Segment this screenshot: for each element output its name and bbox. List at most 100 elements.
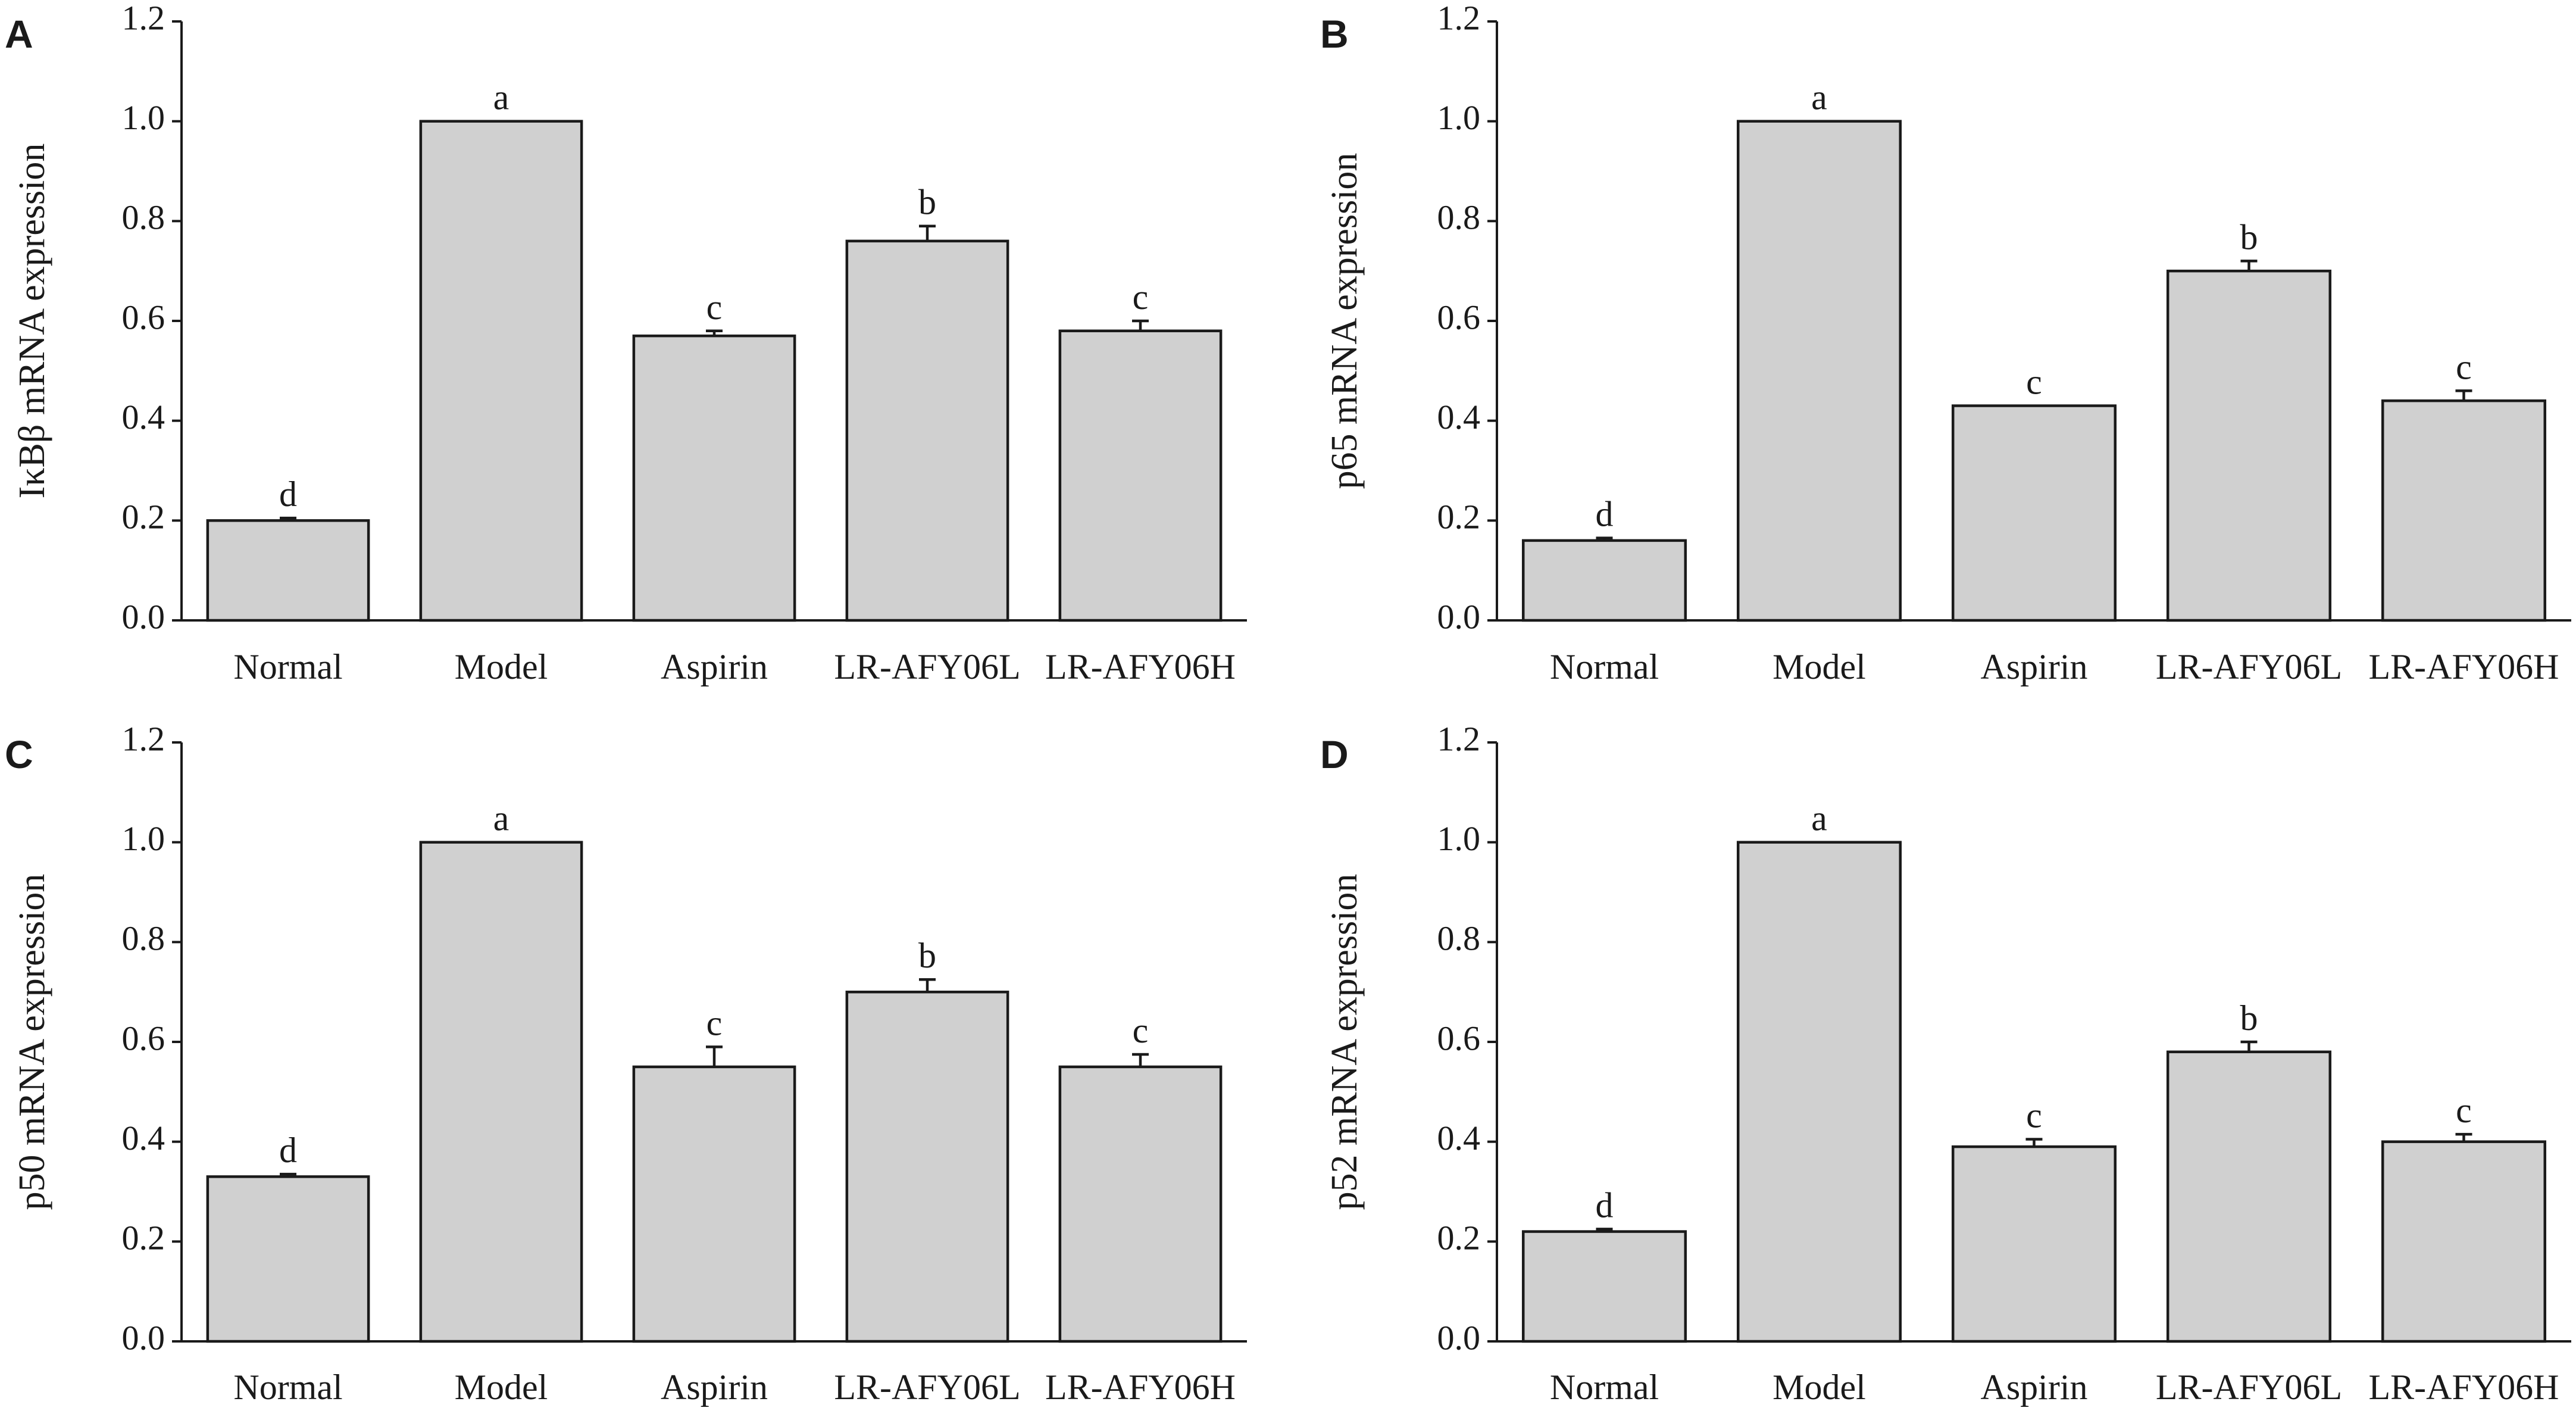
x-category-label: Normal	[233, 647, 342, 686]
x-category-label: Model	[455, 647, 548, 686]
x-category-label: LR-AFY06L	[834, 1368, 1020, 1407]
y-tick-label: 1.0	[122, 819, 165, 858]
significance-letter: d	[1596, 495, 1614, 534]
significance-letter: c	[706, 1003, 723, 1042]
x-category-label: Model	[1772, 1368, 1866, 1407]
bar-lr-afy06h	[2381, 1140, 2547, 1343]
bar-normal	[1521, 1230, 1687, 1343]
y-tick-label: 1.0	[122, 98, 165, 137]
x-category-label: Model	[1772, 647, 1866, 686]
bar-lr-afy06l	[845, 990, 1009, 1343]
y-axis-title: p52 mRNA expression	[1324, 874, 1365, 1210]
y-tick-label: 0.8	[1437, 919, 1481, 958]
chart-panel-a: A IκBβ mRNA expression 0.0 0.2 0.4 0.6 0.8 1.0 1…	[5, 0, 1247, 686]
significance-letter: c	[2456, 1091, 2472, 1130]
bar-lr-afy06h	[1058, 1065, 1223, 1343]
significance-letter: b	[918, 936, 936, 975]
y-tick-label: 0.0	[1437, 597, 1481, 636]
y-tick-label: 0.6	[122, 298, 165, 336]
y-tick-label: 0.4	[122, 1119, 165, 1157]
panel-letter: D	[1320, 732, 1349, 776]
bar-lr-afy06l	[2166, 1050, 2332, 1343]
bar-aspirin	[1951, 1145, 2117, 1343]
y-tick-label: 0.2	[1437, 498, 1481, 536]
bar-lr-afy06h	[1058, 329, 1223, 622]
bar-model	[1736, 120, 1902, 622]
bar-normal	[206, 519, 370, 622]
significance-letter: a	[493, 78, 509, 117]
y-axis-title: IκBβ mRNA expression	[12, 143, 52, 499]
y-tick-label: 0.6	[1437, 1019, 1481, 1057]
significance-letter: b	[918, 183, 936, 222]
x-category-label: LR-AFY06L	[2156, 1368, 2342, 1407]
significance-letter: b	[2240, 998, 2258, 1038]
panel-letter: C	[5, 732, 33, 776]
y-tick-label: 0.8	[122, 198, 165, 237]
y-tick-label: 0.0	[122, 597, 165, 636]
bar-model	[1736, 841, 1902, 1343]
significance-letter: a	[1811, 799, 1827, 838]
y-axis-title: p50 mRNA expression	[12, 874, 52, 1210]
x-category-label: LR-AFY06H	[1045, 1368, 1236, 1407]
significance-letter: c	[706, 288, 723, 327]
y-tick-label: 1.2	[122, 0, 165, 37]
significance-letter: c	[2026, 363, 2042, 402]
y-tick-label: 0.0	[1437, 1318, 1481, 1357]
y-tick-label: 0.8	[1437, 198, 1481, 237]
significance-letter: c	[1133, 277, 1149, 317]
y-tick-label: 1.2	[122, 719, 165, 758]
y-tick-label: 0.2	[122, 498, 165, 536]
y-tick-label: 0.2	[122, 1219, 165, 1257]
bar-lr-afy06l	[845, 239, 1009, 622]
x-category-label: Normal	[1550, 647, 1659, 686]
bar-lr-afy06l	[2166, 269, 2332, 622]
significance-letter: d	[279, 475, 297, 514]
y-tick-label: 1.0	[1437, 819, 1481, 858]
panel-letter: A	[5, 12, 33, 56]
significance-letter: a	[493, 799, 509, 838]
significance-letter: c	[2026, 1095, 2042, 1135]
x-category-label: Aspirin	[1981, 1368, 2088, 1407]
y-tick-label: 1.2	[1437, 719, 1481, 758]
bar-normal	[206, 1175, 370, 1343]
y-tick-label: 0.6	[1437, 298, 1481, 336]
y-tick-label: 1.2	[1437, 0, 1481, 37]
y-tick-label: 0.6	[122, 1019, 165, 1057]
x-category-label: Aspirin	[661, 1368, 768, 1407]
y-tick-label: 0.4	[1437, 1119, 1481, 1157]
bar-lr-afy06h	[2381, 399, 2547, 622]
y-tick-label: 0.4	[1437, 398, 1481, 436]
y-tick-label: 0.2	[1437, 1219, 1481, 1257]
y-axis-title: p65 mRNA expression	[1324, 153, 1365, 489]
significance-letter: d	[279, 1131, 297, 1170]
x-category-label: Model	[455, 1368, 548, 1407]
y-tick-label: 0.4	[122, 398, 165, 436]
panel-letter: B	[1320, 12, 1349, 56]
significance-letter: d	[1596, 1185, 1614, 1225]
x-category-label: LR-AFY06L	[2156, 647, 2342, 686]
bar-aspirin	[632, 1065, 796, 1343]
x-category-label: LR-AFY06L	[834, 647, 1020, 686]
y-tick-label: 0.0	[122, 1318, 165, 1357]
significance-letter: a	[1811, 78, 1827, 117]
x-category-label: Normal	[233, 1368, 342, 1407]
x-category-label: Aspirin	[1981, 647, 2088, 686]
bar-normal	[1521, 539, 1687, 622]
bar-model	[419, 841, 583, 1343]
significance-letter: c	[1133, 1011, 1149, 1050]
y-tick-label: 1.0	[1437, 98, 1481, 137]
significance-letter: c	[2456, 347, 2472, 386]
bar-aspirin	[632, 334, 796, 622]
x-category-label: Aspirin	[661, 647, 768, 686]
bar-aspirin	[1951, 404, 2117, 622]
y-tick-label: 0.8	[122, 919, 165, 958]
x-category-label: Normal	[1550, 1368, 1659, 1407]
bar-model	[419, 120, 583, 622]
x-category-label: LR-AFY06H	[1045, 647, 1236, 686]
x-category-label: LR-AFY06H	[2368, 647, 2559, 686]
x-category-label: LR-AFY06H	[2368, 1368, 2559, 1407]
